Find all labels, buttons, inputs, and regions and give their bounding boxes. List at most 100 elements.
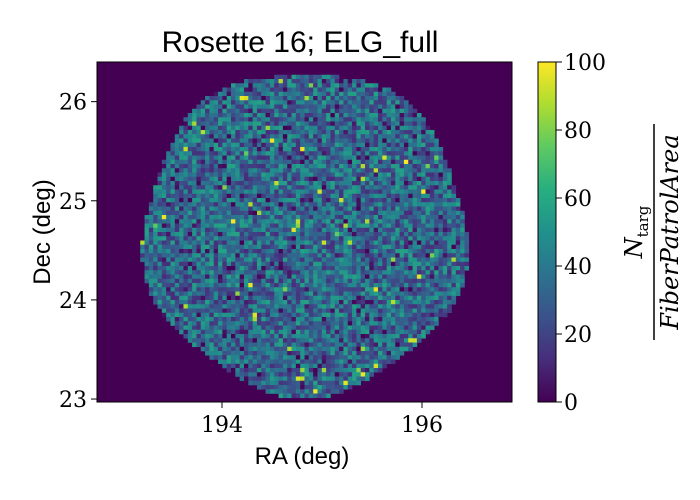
heatmap-cell: [334, 359, 340, 365]
heatmap-cell: [442, 295, 448, 301]
heatmap-cell: [434, 147, 439, 152]
heatmap-cell: [282, 223, 288, 229]
heatmap-cell: [161, 168, 167, 173]
heatmap-cell: [278, 185, 284, 190]
heatmap-cell: [308, 159, 314, 165]
heatmap-cell: [213, 206, 219, 212]
heatmap-cell: [213, 210, 219, 216]
heatmap-cell: [166, 168, 171, 173]
heatmap-cell: [295, 321, 301, 326]
heatmap-cell: [252, 283, 258, 288]
heatmap-cell: [352, 312, 357, 318]
heatmap-cell: [317, 376, 323, 382]
heatmap-cell: [386, 232, 392, 237]
heatmap-cell: [412, 236, 418, 241]
heatmap-cell: [347, 372, 353, 377]
heatmap-cell: [183, 219, 189, 224]
heatmap-cell: [282, 210, 288, 216]
heatmap-cell: [196, 108, 202, 114]
heatmap-cell: [352, 138, 357, 144]
heatmap-cell: [291, 304, 297, 309]
heatmap-cell: [425, 176, 431, 182]
heatmap-cell: [295, 83, 301, 88]
heatmap-cell: [183, 202, 189, 207]
heatmap-cell: [196, 321, 202, 326]
heatmap-cell: [282, 168, 288, 173]
heatmap-cell: [179, 249, 184, 254]
heatmap-cell: [429, 206, 435, 212]
heatmap-cell: [360, 193, 366, 199]
heatmap-cell: [390, 117, 396, 122]
heatmap-cell: [425, 168, 431, 173]
heatmap-cell: [239, 159, 245, 165]
heatmap-cell: [166, 181, 171, 186]
heatmap-cell: [447, 215, 452, 220]
heatmap-cell: [287, 355, 292, 360]
heatmap-cell: [231, 317, 236, 322]
heatmap-cell: [442, 270, 448, 275]
heatmap-cell: [187, 215, 193, 220]
heatmap-cell: [218, 325, 223, 331]
heatmap-cell: [347, 338, 353, 343]
heatmap-cell: [278, 291, 284, 297]
heatmap-cell: [192, 164, 197, 169]
heatmap-cell: [373, 249, 379, 254]
heatmap-cell: [282, 138, 288, 144]
heatmap-cell: [200, 257, 206, 263]
heatmap-cell: [365, 236, 370, 241]
heatmap-cell: [174, 151, 180, 156]
heatmap-cell: [282, 96, 288, 101]
heatmap-cell: [256, 121, 262, 127]
heatmap-cell: [174, 253, 180, 258]
heatmap-cell: [235, 215, 240, 220]
heatmap-cell: [425, 181, 431, 186]
heatmap-cell: [442, 181, 448, 186]
heatmap-cell: [287, 223, 292, 229]
heatmap-cell: [386, 308, 392, 314]
heatmap-cell: [434, 206, 439, 212]
heatmap-cell: [416, 113, 422, 118]
heatmap-cell: [295, 249, 301, 254]
heatmap-cell: [373, 159, 379, 165]
heatmap-cell: [278, 257, 284, 263]
heatmap-cell: [239, 240, 245, 246]
heatmap-cell: [386, 193, 392, 199]
heatmap-cell: [274, 83, 279, 88]
heatmap-cell: [403, 223, 409, 229]
heatmap-cell: [261, 91, 266, 97]
heatmap-cell: [308, 181, 314, 186]
heatmap-cell: [248, 151, 253, 156]
heatmap-cell: [274, 389, 279, 394]
heatmap-cell: [313, 363, 318, 369]
heatmap-cell: [183, 236, 189, 241]
heatmap-cell: [352, 134, 357, 139]
heatmap-cell: [261, 198, 266, 203]
heatmap-cell: [248, 287, 253, 292]
heatmap-cell: [179, 206, 184, 212]
heatmap-cell: [382, 325, 387, 331]
heatmap-cell: [157, 219, 163, 224]
heatmap-cell: [222, 130, 227, 135]
heatmap-cell: [140, 253, 145, 258]
heatmap-cell: [295, 164, 301, 169]
heatmap-cell: [343, 202, 349, 207]
heatmap-cell: [408, 257, 413, 263]
heatmap-cell: [313, 376, 318, 382]
heatmap-cell: [442, 240, 448, 246]
heatmap-cell: [282, 380, 288, 386]
heatmap-cell: [274, 308, 279, 314]
heatmap-cell: [183, 266, 189, 271]
heatmap-cell: [161, 312, 167, 318]
heatmap-cell: [442, 244, 448, 250]
heatmap-cell: [265, 176, 271, 182]
heatmap-cell: [222, 291, 227, 297]
heatmap-cell: [222, 274, 227, 280]
heatmap-cell: [356, 108, 361, 114]
heatmap-cell: [434, 215, 439, 220]
heatmap-cell: [256, 287, 262, 292]
heatmap-cell: [218, 317, 223, 322]
heatmap-cell: [313, 87, 318, 93]
heatmap-cell: [222, 351, 227, 356]
heatmap-cell: [343, 359, 349, 365]
y-tick-label: 25: [59, 190, 87, 215]
